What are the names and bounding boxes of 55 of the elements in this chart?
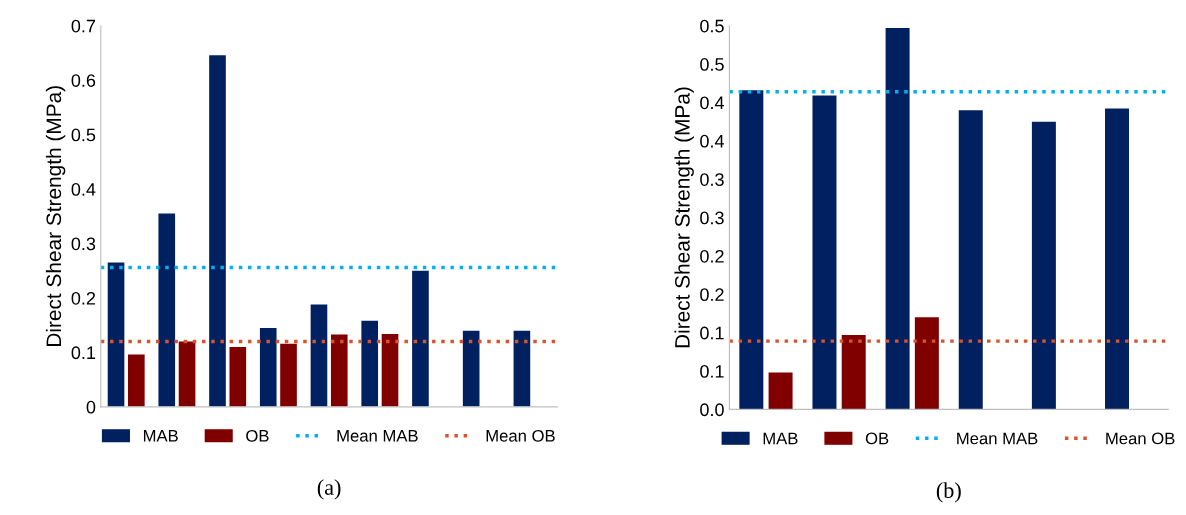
- bar: [513, 330, 531, 407]
- bar: [128, 354, 145, 407]
- bar: [259, 327, 277, 407]
- y-tick-label: 0.1: [700, 326, 724, 340]
- y-tick-label: 0.1: [700, 364, 724, 378]
- y-tick-label: 0.4: [700, 134, 724, 148]
- bar: [914, 317, 939, 410]
- y-tick-label: 0.1: [71, 346, 96, 360]
- bar: [885, 28, 910, 410]
- bar: [841, 334, 866, 410]
- y-tick-label: 0.0: [700, 403, 724, 417]
- bar: [462, 330, 480, 407]
- y-tick-label: 0.5: [700, 19, 724, 33]
- bar: [330, 334, 348, 407]
- legend-label: OB: [246, 429, 269, 442]
- bar: [361, 320, 379, 407]
- text: (b): [936, 482, 961, 503]
- y-tick-label: 0.2: [71, 291, 96, 305]
- legend-label: MAB: [763, 432, 798, 445]
- bar: [178, 341, 196, 407]
- legend-label: Mean OB: [486, 429, 555, 442]
- y-tick-label: 0.4: [71, 183, 96, 196]
- y-axis-title: Direct Shear Strength (MPa): [674, 87, 694, 348]
- bar: [310, 304, 328, 407]
- y-tick-label: 0.2: [700, 249, 724, 263]
- bar: [1031, 121, 1056, 410]
- bar: [107, 262, 125, 407]
- y-tick-label: 0: [86, 400, 96, 414]
- y-tick-label: 0.5: [71, 128, 96, 142]
- legend-label: Mean MAB: [337, 430, 418, 442]
- legend-label: MAB: [143, 430, 178, 442]
- bar: [812, 95, 837, 410]
- y-tick-label: 0.2: [700, 288, 724, 302]
- legend-label: Mean MAB: [957, 432, 1038, 445]
- y-tick-label: 0.5: [700, 58, 724, 71]
- bar: [381, 333, 399, 407]
- y-tick-label: 0.3: [700, 211, 724, 225]
- bar: [768, 372, 793, 410]
- bar: [209, 55, 226, 407]
- y-tick-label: 0.3: [71, 237, 96, 251]
- y-tick-label: 0.4: [700, 96, 724, 110]
- bar: [158, 213, 176, 407]
- y-tick-label: 0.6: [71, 74, 96, 87]
- bar: [280, 343, 297, 407]
- text: (a): [317, 479, 341, 500]
- legend-label: Mean OB: [1106, 432, 1175, 445]
- legend-label: OB: [865, 432, 889, 445]
- bar: [412, 270, 429, 407]
- bar: [739, 90, 764, 410]
- bar: [229, 346, 247, 407]
- bar: [1105, 108, 1130, 410]
- y-axis-title: Direct Shear Strength (MPa): [45, 86, 66, 346]
- y-tick-label: 0.3: [700, 173, 724, 186]
- y-tick-label: 0.7: [71, 19, 96, 33]
- bar: [958, 110, 983, 410]
